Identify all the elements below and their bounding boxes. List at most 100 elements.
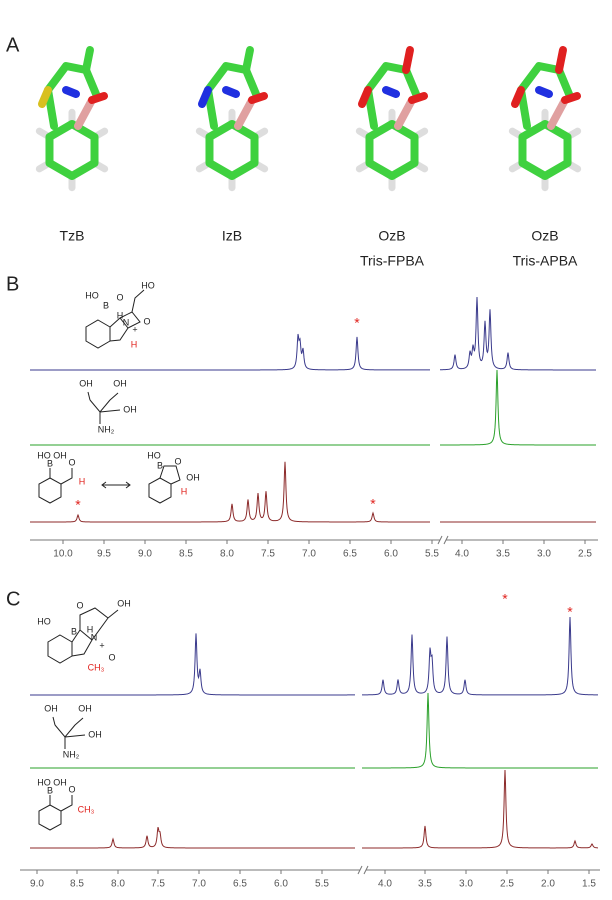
caption: OzB xyxy=(378,228,405,244)
bond-x xyxy=(511,86,525,108)
atom: OH xyxy=(44,703,58,713)
atom: OH xyxy=(53,450,67,460)
atom: HO xyxy=(37,777,51,787)
tick-label: 8.5 xyxy=(179,549,193,560)
atom: OH xyxy=(88,729,102,739)
asterisk: * xyxy=(75,497,81,513)
structure: HO B OH O CH₃ xyxy=(37,777,95,831)
tick-label: 3.0 xyxy=(537,549,551,560)
bond-b xyxy=(547,96,569,130)
atom: B xyxy=(157,460,163,470)
atom: B xyxy=(103,300,109,310)
atom: NH₂ xyxy=(98,424,115,434)
bond-top xyxy=(242,46,254,74)
bond-top xyxy=(402,46,414,74)
caption: OzB xyxy=(531,228,558,244)
bond-n xyxy=(535,86,553,98)
spectrum-trace xyxy=(439,297,596,371)
caption: Tris-FPBA xyxy=(360,253,425,269)
atom: N xyxy=(123,317,130,327)
molecule-models xyxy=(35,46,582,192)
atom: HO xyxy=(37,616,51,626)
spectrum-trace xyxy=(362,692,598,769)
tick-label: 7.0 xyxy=(302,549,316,560)
tick-label: 6.0 xyxy=(274,879,288,890)
tick-label: 2.0 xyxy=(541,879,555,890)
bond-top xyxy=(82,46,94,74)
spectrum-trace xyxy=(362,616,599,696)
spectrum-trace xyxy=(30,826,355,849)
tick-label: 8.0 xyxy=(111,879,125,890)
tick-label: 6.5 xyxy=(343,549,357,560)
tick-label: 1.5 xyxy=(582,879,596,890)
panel-label: C xyxy=(6,588,20,610)
caption: TzB xyxy=(60,228,85,244)
atom: NH₂ xyxy=(63,749,80,759)
tick-label: 4.0 xyxy=(378,879,392,890)
atom: OH xyxy=(79,378,93,388)
ring-top xyxy=(44,62,100,130)
structure: HO B O N H + OH O CH₃ xyxy=(37,598,131,672)
spectra: 10.0 9.5 9.0 8.5 8.0 7.5 7.0 6.5 6.0 5.5 4.0 3.5 3.0… xyxy=(20,297,600,890)
axis-break xyxy=(357,865,369,875)
atom: H xyxy=(181,486,188,496)
atom: OH xyxy=(113,378,127,388)
structure: HO B O N H + HO O H xyxy=(85,280,155,349)
structure: OH OH OH NH₂ xyxy=(44,703,102,759)
atom: H xyxy=(131,339,138,349)
tick-label: 5.5 xyxy=(315,879,329,890)
asterisk: * xyxy=(502,591,508,607)
bond-o xyxy=(408,92,428,104)
atom: HO xyxy=(141,280,155,290)
asterisk: * xyxy=(567,604,573,620)
structure: OH OH OH NH₂ xyxy=(79,378,137,434)
bond-n xyxy=(222,86,240,98)
atom: HO xyxy=(37,450,51,460)
atom: + xyxy=(99,640,104,650)
atom: OH xyxy=(186,472,200,482)
bond-n xyxy=(62,86,80,98)
ring xyxy=(518,120,572,180)
tick-label: 3.5 xyxy=(418,879,432,890)
bond-x xyxy=(198,86,212,108)
bond-top xyxy=(555,46,567,74)
asterisk: * xyxy=(370,496,376,512)
bond-o xyxy=(561,92,581,104)
atom: N xyxy=(91,632,98,642)
bond-b xyxy=(234,96,256,130)
asterisk: * xyxy=(354,315,360,331)
bond-n xyxy=(382,86,400,98)
tick-label: 9.0 xyxy=(138,549,152,560)
spectrum-trace xyxy=(30,333,430,371)
tick-label: 6.0 xyxy=(384,549,398,560)
atom: CH₃ xyxy=(78,804,95,814)
tick-label: 7.0 xyxy=(192,879,206,890)
ring-top xyxy=(364,62,420,130)
ring xyxy=(365,120,419,180)
atom: O xyxy=(174,456,181,466)
atom: OH xyxy=(117,598,131,608)
spectrum-trace xyxy=(30,461,430,523)
atom: H xyxy=(79,476,86,486)
tick-label: 4.0 xyxy=(455,549,469,560)
caption: IzB xyxy=(222,228,242,244)
atom: O xyxy=(116,292,123,302)
atom: O xyxy=(68,784,75,794)
bond-b xyxy=(394,96,416,130)
atom: O xyxy=(108,652,115,662)
ring-top xyxy=(517,62,573,130)
bond-b xyxy=(74,96,96,130)
tick-label: 6.5 xyxy=(233,879,247,890)
axis-break xyxy=(437,535,449,545)
tick-label: 2.5 xyxy=(500,879,514,890)
panel-label: A xyxy=(6,34,20,56)
tick-label: 9.0 xyxy=(30,879,44,890)
structure: HO B OH O H HO B O OH H xyxy=(37,450,200,504)
panel-label: B xyxy=(6,273,19,295)
ring-top xyxy=(204,62,260,130)
atom: HO xyxy=(147,450,161,460)
atom: OH xyxy=(123,404,137,414)
tick-label: 3.0 xyxy=(459,879,473,890)
tick-label: 5.5 xyxy=(425,549,439,560)
tick-label: 7.5 xyxy=(261,549,275,560)
